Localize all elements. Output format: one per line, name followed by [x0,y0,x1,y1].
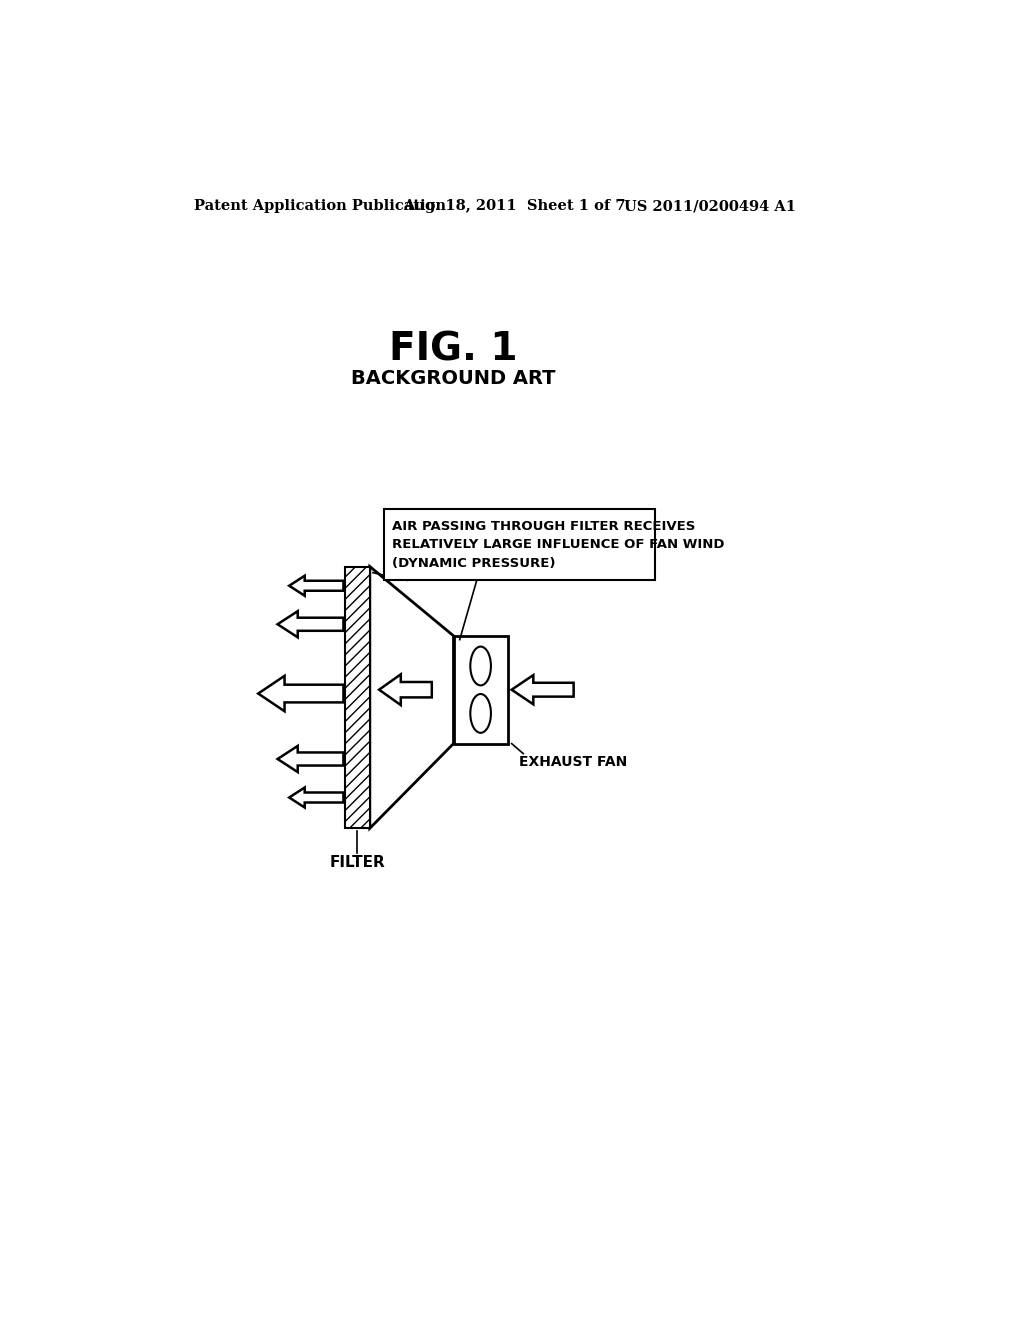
Polygon shape [289,788,343,808]
Text: AIR PASSING THROUGH FILTER RECEIVES
RELATIVELY LARGE INFLUENCE OF FAN WIND
(DYNA: AIR PASSING THROUGH FILTER RECEIVES RELA… [391,520,724,569]
Polygon shape [370,566,454,829]
Bar [345,566,370,829]
Polygon shape [278,611,343,638]
Text: Patent Application Publication: Patent Application Publication [194,199,445,213]
Bar [454,636,508,743]
Polygon shape [258,676,343,711]
Text: EXHAUST FAN: EXHAUST FAN [519,755,628,770]
Text: Aug. 18, 2011  Sheet 1 of 7: Aug. 18, 2011 Sheet 1 of 7 [403,199,626,213]
Polygon shape [512,675,573,705]
Bar [345,566,370,829]
Polygon shape [278,746,343,772]
Text: US 2011/0200494 A1: US 2011/0200494 A1 [624,199,796,213]
Bar [384,508,655,581]
Polygon shape [289,576,343,595]
Ellipse shape [470,694,490,733]
Text: FIG. 1: FIG. 1 [389,330,518,368]
Text: FILTER: FILTER [330,855,385,870]
Ellipse shape [470,647,490,685]
Text: BACKGROUND ART: BACKGROUND ART [351,370,556,388]
Polygon shape [379,675,432,705]
